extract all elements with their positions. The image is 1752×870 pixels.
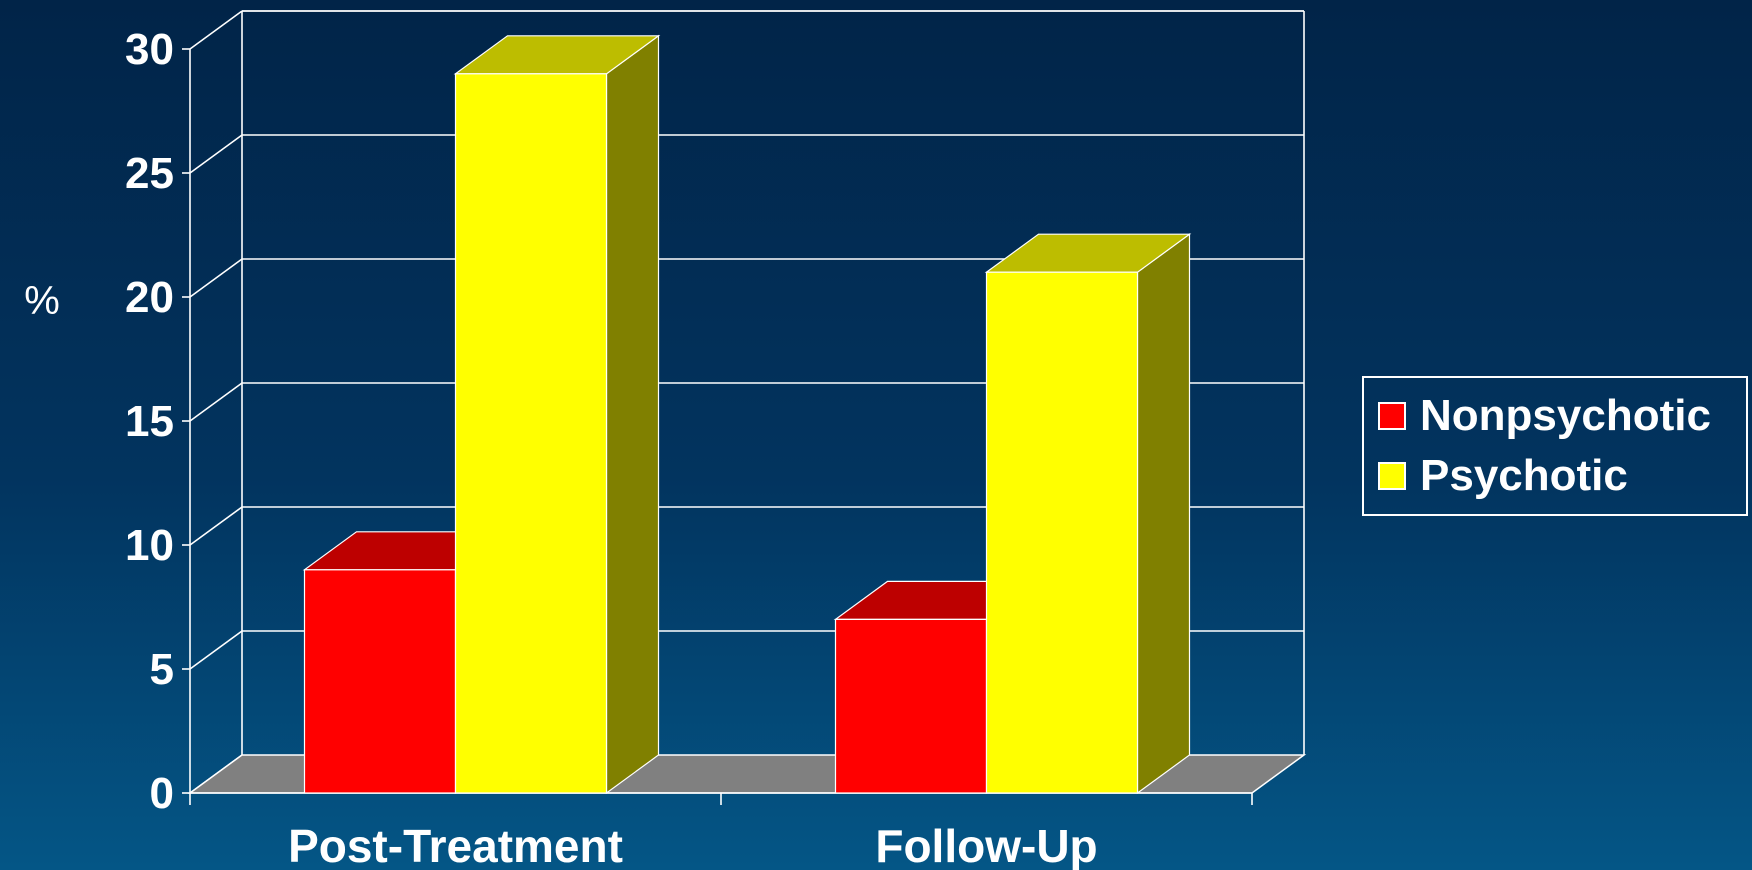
side-wall-line-10 xyxy=(189,506,243,546)
legend-swatch-psychotic xyxy=(1378,462,1406,490)
bar-psychotic-follow-up xyxy=(985,271,1139,794)
y-tick-label-15: 15 xyxy=(125,397,174,446)
y-axis-title: % xyxy=(24,279,60,323)
chart-legend: Nonpsychotic Psychotic xyxy=(1362,376,1748,516)
y-tick-label-30: 30 xyxy=(125,25,174,74)
x-category-label-1: Follow-Up xyxy=(875,820,1097,870)
x-category-label-0: Post-Treatment xyxy=(288,820,623,870)
side-wall-line-30 xyxy=(189,10,243,50)
bar-side-psychotic-post-treatment xyxy=(605,34,660,795)
legend-item-nonpsychotic: Nonpsychotic xyxy=(1378,388,1711,444)
legend-label-nonpsychotic: Nonpsychotic xyxy=(1420,391,1711,440)
side-wall-line-25 xyxy=(189,134,243,174)
bar-nonpsychotic-post-treatment xyxy=(303,569,457,794)
y-tick-label-0: 0 xyxy=(150,769,174,818)
legend-label-psychotic: Psychotic xyxy=(1420,451,1628,500)
legend-swatch-nonpsychotic xyxy=(1378,402,1406,430)
bar-chart: 0 5 10 15 20 25 30% Post-Treatment Follow-Up xyxy=(24,10,1304,870)
y-tick-label-25: 25 xyxy=(125,149,174,198)
side-wall-line-20 xyxy=(189,258,243,298)
bar-nonpsychotic-follow-up xyxy=(834,618,988,794)
side-wall-line-15 xyxy=(189,382,243,422)
y-tick-label-20: 20 xyxy=(125,273,174,322)
bar-psychotic-post-treatment xyxy=(454,73,608,794)
y-tick-label-10: 10 xyxy=(125,521,174,570)
side-wall-line-5 xyxy=(189,630,243,670)
bar-side-psychotic-follow-up xyxy=(1136,233,1191,795)
legend-item-psychotic: Psychotic xyxy=(1378,448,1628,504)
y-tick-label-5: 5 xyxy=(150,645,174,694)
